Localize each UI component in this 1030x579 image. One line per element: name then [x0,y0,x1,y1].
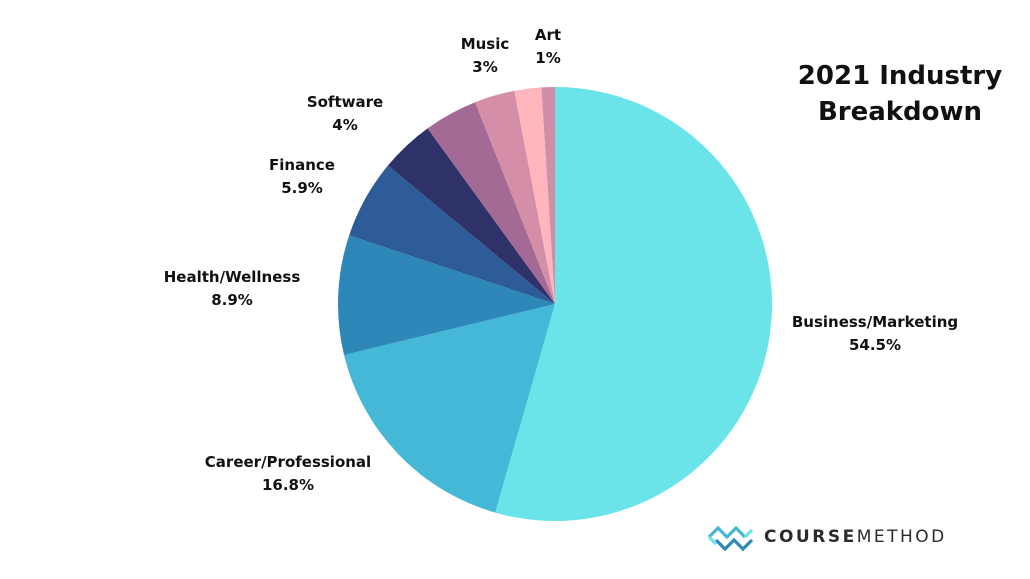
slice-label: Music [461,35,510,53]
slice-label: Business/Marketing [792,313,958,331]
chart-title: 2021 Industry Breakdown [770,58,1030,130]
logo-text-bold: COURSE [764,527,857,547]
logo-text-light: METHOD [856,527,947,547]
pie-slice-software [387,128,555,304]
slice-label: Health/Wellness [164,268,301,286]
slice-value-label: 3% [472,58,497,76]
slice-value-label: 54.5% [849,336,901,354]
pie-slice-finance [349,165,555,304]
slice-value-label: 16.8% [262,476,314,494]
coursemethod-logo: COURSEMETHOD [706,522,947,552]
slice-label: Finance [269,156,335,174]
pie-slices [337,87,772,521]
slice-label: Art [535,26,561,44]
pie-slice-7 [514,87,555,305]
slice-label: Software [307,93,383,111]
slice-label: Career/Professional [205,453,371,471]
slice-value-label: 1% [535,49,560,67]
pie-slice-art [541,87,555,304]
pie-slice-business-marketing [495,87,772,521]
logo-text: COURSEMETHOD [764,527,947,547]
chart-title-line-2: Breakdown [817,97,983,127]
pie-labels: Business/Marketing 54.5% Career/Profession… [164,26,958,494]
pie-slice-music [475,90,555,304]
chart-title-line-1: 2021 Industry [797,61,1003,91]
slice-value-label: 8.9% [211,291,253,309]
pie-slice-health-wellness [337,235,555,355]
slice-value-label: 5.9% [281,179,323,197]
slice-value-label: 4% [332,116,357,134]
pie-slice-career-professional [344,304,555,513]
coursemethod-logo-icon [707,525,754,552]
pie-slice-5 [427,102,555,305]
